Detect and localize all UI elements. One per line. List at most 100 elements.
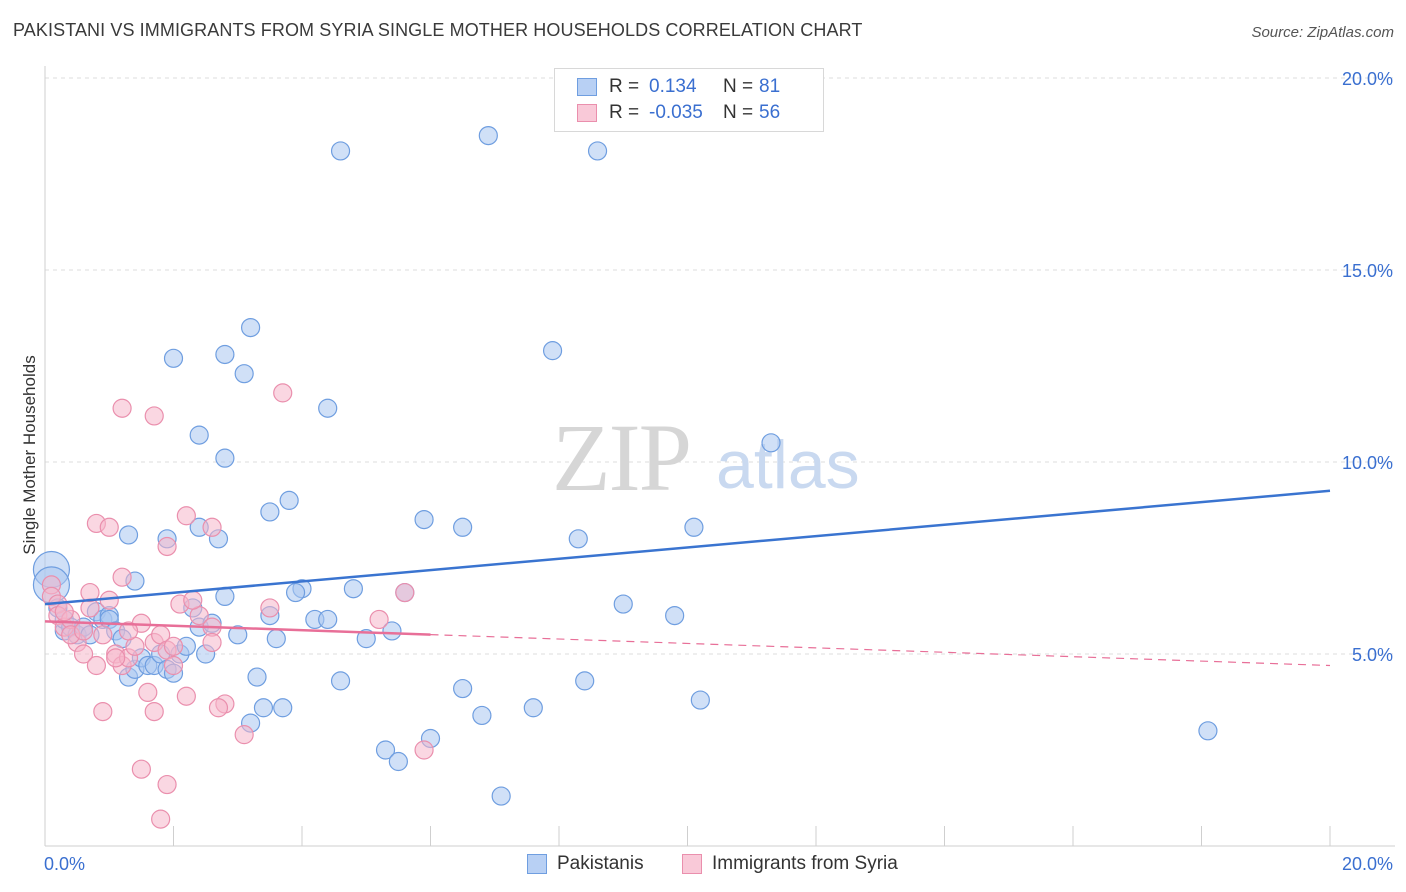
point-pakistanis bbox=[613, 594, 633, 614]
point-pakistanis bbox=[453, 517, 473, 537]
point-pakistanis bbox=[215, 344, 235, 365]
point-pakistanis bbox=[279, 490, 299, 510]
point-pakistanis bbox=[382, 621, 402, 641]
point-pakistanis bbox=[388, 751, 408, 772]
point-syria bbox=[414, 740, 434, 760]
bottom-legend-pakistanis[interactable]: Pakistanis bbox=[527, 852, 644, 876]
point-pakistanis bbox=[575, 671, 595, 691]
point-syria bbox=[86, 655, 107, 676]
label-layer: 5.0% 10.0% 15.0% 20.0% 0.0% 20.0% Single Mothe… bbox=[20, 69, 1393, 874]
point-syria bbox=[138, 682, 158, 703]
point-syria bbox=[208, 698, 229, 718]
point-pakistanis bbox=[587, 141, 608, 161]
point-pakistanis bbox=[285, 582, 306, 603]
point-syria bbox=[118, 621, 139, 641]
point-pakistanis bbox=[189, 425, 209, 445]
point-pakistanis bbox=[273, 698, 293, 718]
point-pakistanis bbox=[163, 348, 184, 368]
point-pakistanis bbox=[665, 605, 685, 626]
point-syria bbox=[99, 590, 119, 610]
point-pakistanis bbox=[568, 529, 588, 549]
point-syria bbox=[73, 644, 94, 664]
bottom-legend-swatch-pink bbox=[682, 854, 702, 874]
point-syria bbox=[369, 609, 389, 630]
point-pakistanis bbox=[118, 525, 139, 545]
point-syria bbox=[157, 774, 177, 795]
y-tick-label: 10.0% bbox=[1342, 453, 1393, 473]
legend-n-value: 81 bbox=[759, 76, 781, 97]
point-pakistanis bbox=[247, 667, 267, 687]
point-pakistanis bbox=[1198, 721, 1218, 741]
point-syria bbox=[93, 701, 113, 722]
point-syria bbox=[151, 809, 171, 829]
point-pakistanis bbox=[542, 341, 563, 361]
point-pakistanis bbox=[343, 579, 363, 599]
point-syria bbox=[54, 602, 74, 622]
bottom-legend-label: Immigrants from Syria bbox=[712, 853, 898, 874]
legend-n-label: N = bbox=[723, 76, 754, 97]
watermark: ZIP atlas bbox=[552, 404, 860, 511]
point-syria bbox=[395, 582, 415, 603]
point-syria bbox=[106, 648, 126, 668]
point-pakistanis bbox=[690, 690, 710, 710]
legend-r-value: 0.134 bbox=[649, 76, 697, 97]
legend-r-label: R = bbox=[609, 102, 640, 123]
point-pakistanis bbox=[356, 629, 376, 649]
point-pakistanis bbox=[215, 586, 235, 607]
legend-row-pakistanis: R = 0.134 N = 81 bbox=[577, 75, 780, 99]
point-syria bbox=[144, 701, 164, 722]
point-pakistanis bbox=[478, 126, 498, 146]
point-pakistanis bbox=[228, 625, 248, 645]
point-pakistanis bbox=[234, 364, 254, 384]
legend-swatch-pink bbox=[577, 104, 597, 122]
axis-layer bbox=[44, 66, 1395, 847]
point-syria bbox=[112, 567, 132, 587]
y-axis-title: Single Mother Households bbox=[20, 355, 39, 554]
legend-row-syria: R = -0.035 N = 56 bbox=[577, 101, 780, 125]
point-syria bbox=[273, 383, 293, 403]
point-pakistanis bbox=[241, 318, 261, 338]
y-tick-label: 5.0% bbox=[1352, 645, 1393, 665]
point-pakistanis bbox=[253, 698, 274, 718]
point-pakistanis bbox=[330, 141, 351, 161]
trendline-syria bbox=[44, 620, 431, 636]
point-syria bbox=[131, 759, 151, 779]
point-syria bbox=[176, 506, 196, 526]
point-pakistanis bbox=[453, 678, 473, 699]
point-syria bbox=[157, 536, 177, 557]
points-layer bbox=[32, 126, 1218, 829]
trendline-pakistanis bbox=[44, 489, 1331, 606]
legend-n-label: N = bbox=[723, 102, 754, 123]
trend-layer bbox=[44, 489, 1331, 667]
point-syria bbox=[73, 621, 94, 641]
point-syria bbox=[99, 517, 119, 537]
x-tick-label: 20.0% bbox=[1342, 854, 1393, 874]
point-syria bbox=[183, 590, 203, 610]
x-tick-label: 0.0% bbox=[44, 854, 85, 874]
point-syria bbox=[163, 636, 184, 656]
point-syria bbox=[93, 625, 113, 645]
point-pakistanis bbox=[375, 740, 396, 760]
correlation-legend: R = 0.134 N = 81 R = -0.035 N = 56 bbox=[554, 68, 824, 132]
y-tick-label: 20.0% bbox=[1342, 69, 1393, 89]
point-syria bbox=[163, 655, 184, 676]
bottom-legend-swatch-blue bbox=[527, 854, 547, 874]
point-syria bbox=[234, 725, 254, 745]
point-pakistanis bbox=[215, 448, 235, 468]
trendline-syria-dashed bbox=[430, 634, 1331, 667]
point-pakistanis bbox=[266, 629, 286, 649]
point-syria bbox=[80, 582, 100, 603]
point-pakistanis bbox=[330, 671, 351, 691]
point-pakistanis bbox=[318, 398, 338, 418]
point-pakistanis bbox=[472, 705, 492, 726]
point-syria bbox=[176, 686, 196, 706]
point-syria bbox=[260, 598, 280, 618]
bottom-legend-syria[interactable]: Immigrants from Syria bbox=[682, 852, 898, 876]
point-pakistanis bbox=[684, 517, 704, 537]
bottom-legend-label: Pakistanis bbox=[557, 853, 644, 874]
legend-r-value: -0.035 bbox=[649, 102, 703, 123]
point-pakistanis bbox=[761, 433, 781, 453]
point-pakistanis bbox=[260, 502, 280, 522]
legend-n-value: 56 bbox=[759, 102, 781, 123]
source-label: Source: ZipAtlas.com bbox=[1251, 24, 1394, 41]
